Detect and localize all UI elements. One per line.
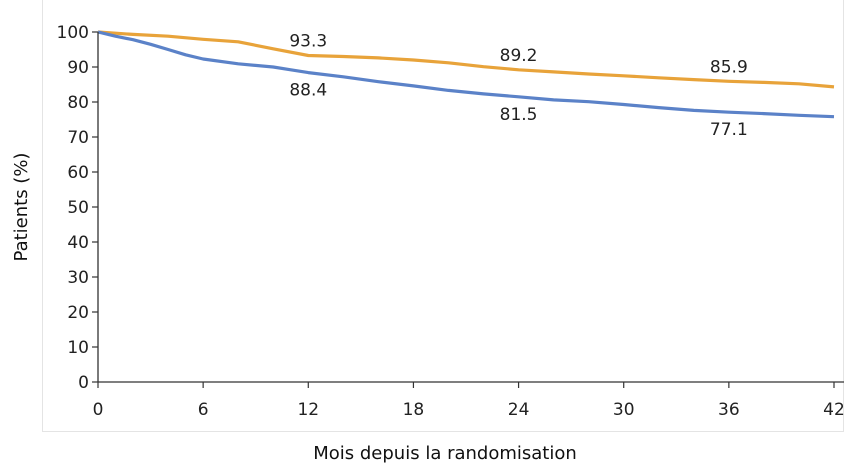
data-label: 89.2 — [500, 46, 538, 66]
y-axis-ticks: 0 10 20 30 40 50 60 70 80 90 100 — [57, 23, 98, 393]
y-tick-label: 90 — [67, 58, 89, 78]
x-axis-ticks: 0 6 12 18 24 30 36 42 — [93, 382, 845, 420]
data-label: 85.9 — [710, 57, 748, 77]
y-tick-label: 10 — [67, 338, 89, 358]
y-tick-label: 50 — [67, 198, 89, 218]
y-tick-label: 70 — [67, 128, 89, 148]
series-layer — [97, 30, 835, 119]
x-tick-label: 42 — [823, 400, 845, 420]
chart-frame — [42, 0, 844, 432]
x-tick-label: 30 — [613, 400, 635, 420]
series-1-line — [97, 30, 835, 89]
data-label: 77.1 — [710, 120, 748, 140]
y-tick-label: 60 — [67, 163, 89, 183]
x-tick-label: 36 — [718, 400, 740, 420]
x-tick-label: 18 — [403, 400, 425, 420]
data-label: 88.4 — [289, 81, 327, 101]
x-tick-label: 6 — [198, 400, 209, 420]
y-tick-label: 80 — [67, 93, 89, 113]
data-labels: 93.3 89.2 85.9 88.4 81.5 77.1 — [289, 31, 747, 140]
x-tick-label: 0 — [93, 400, 104, 420]
x-tick-label: 24 — [508, 400, 530, 420]
data-label: 81.5 — [500, 105, 538, 125]
y-tick-label: 0 — [78, 373, 89, 393]
y-tick-label: 30 — [67, 268, 89, 288]
x-axis-title: Mois depuis la randomisation — [313, 443, 577, 464]
y-tick-label: 100 — [57, 23, 89, 43]
y-axis-title: Patients (%) — [11, 153, 32, 262]
y-tick-label: 40 — [67, 233, 89, 253]
y-tick-label: 20 — [67, 303, 89, 323]
x-tick-label: 12 — [297, 400, 319, 420]
series-2-line — [97, 30, 835, 119]
data-label: 93.3 — [289, 31, 327, 51]
